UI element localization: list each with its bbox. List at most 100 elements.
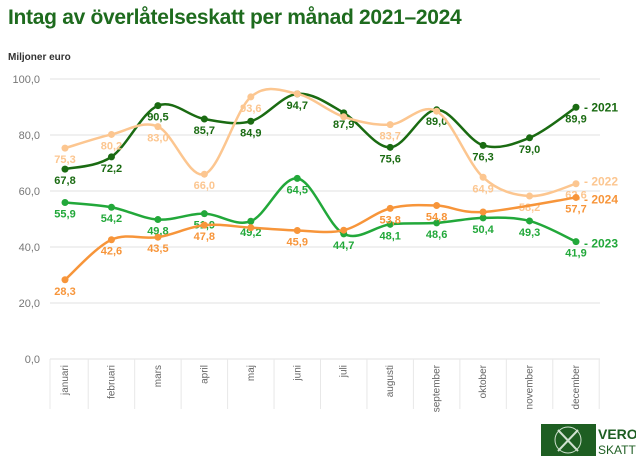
data-point-2021 bbox=[247, 117, 255, 125]
data-label-2021: 76,3 bbox=[472, 151, 493, 163]
data-point-2023 bbox=[572, 238, 580, 246]
y-tick-label: 20,0 bbox=[19, 298, 40, 310]
data-point-2024 bbox=[61, 276, 69, 284]
data-point-2023 bbox=[200, 210, 208, 218]
data-point-2023 bbox=[386, 220, 394, 228]
data-point-2022 bbox=[340, 113, 348, 121]
data-label-2021: 89,9 bbox=[565, 113, 586, 125]
chart-title: Intag av överlåtelseskatt per månad 2021… bbox=[8, 6, 462, 29]
data-point-2021 bbox=[526, 134, 534, 142]
data-label-2022: 83,7 bbox=[379, 131, 400, 143]
y-tick-label: 0,0 bbox=[25, 354, 40, 366]
x-tick-label: november bbox=[525, 364, 536, 409]
data-label-2024: 43,5 bbox=[147, 243, 168, 255]
x-tick-label: februari bbox=[106, 365, 117, 399]
data-point-2023 bbox=[61, 198, 69, 206]
series-end-label-2024: - 2024 bbox=[584, 192, 618, 206]
data-label-2023: 44,7 bbox=[333, 240, 354, 252]
data-point-2023 bbox=[433, 219, 441, 227]
x-tick-label: december bbox=[571, 364, 582, 409]
data-label-2023: 49,2 bbox=[240, 227, 261, 239]
data-point-2023 bbox=[107, 203, 115, 211]
data-label-2024: 54,8 bbox=[426, 212, 447, 224]
data-label-2024: 42,6 bbox=[101, 246, 122, 258]
data-point-2021 bbox=[154, 102, 162, 110]
svg-text:SKATT: SKATT bbox=[598, 443, 636, 456]
y-tick-label: 100,0 bbox=[12, 74, 40, 86]
data-point-2022 bbox=[107, 130, 115, 138]
data-point-2024 bbox=[433, 202, 441, 210]
data-point-2022 bbox=[61, 144, 69, 152]
data-point-2023 bbox=[479, 214, 487, 222]
data-point-2021 bbox=[479, 141, 487, 149]
data-point-2021 bbox=[200, 115, 208, 123]
data-point-2024 bbox=[154, 233, 162, 241]
data-label-2023: 54,2 bbox=[101, 213, 122, 225]
data-label-2023: 49,3 bbox=[519, 227, 540, 239]
data-point-2022 bbox=[572, 180, 580, 188]
series-line-2022 bbox=[64, 87, 577, 198]
data-point-2022 bbox=[433, 107, 441, 115]
data-label-2021: 72,2 bbox=[101, 163, 122, 175]
data-label-2024: 57,7 bbox=[565, 203, 586, 215]
data-point-2022 bbox=[247, 93, 255, 101]
y-tick-label: 80,0 bbox=[19, 130, 40, 142]
data-label-2023: 48,1 bbox=[379, 230, 400, 242]
data-label-2022: 64,9 bbox=[472, 183, 493, 195]
data-point-2024 bbox=[200, 221, 208, 229]
data-point-2024 bbox=[479, 208, 487, 216]
x-tick-label: september bbox=[432, 364, 443, 412]
data-label-2021: 75,6 bbox=[379, 153, 400, 165]
data-label-2022: 93,6 bbox=[240, 103, 261, 115]
data-label-2022: 66,0 bbox=[194, 180, 215, 192]
data-point-2023 bbox=[526, 217, 534, 225]
data-label-2024: 28,3 bbox=[54, 286, 75, 298]
x-tick-label: juli bbox=[339, 365, 350, 378]
data-point-2022 bbox=[526, 192, 534, 200]
series-line-2024 bbox=[64, 196, 577, 281]
data-label-2023: 49,8 bbox=[147, 226, 168, 238]
data-point-2024 bbox=[107, 236, 115, 244]
x-tick-label: mars bbox=[153, 365, 164, 387]
data-point-2023 bbox=[154, 216, 162, 224]
data-point-2022 bbox=[200, 170, 208, 178]
data-label-2021: 79,0 bbox=[519, 144, 540, 156]
data-label-2024: 45,9 bbox=[287, 236, 308, 248]
data-label-2023: 41,9 bbox=[565, 248, 586, 260]
data-label-2021: 89,0 bbox=[426, 116, 447, 128]
data-label-2022: 80,2 bbox=[101, 140, 122, 152]
y-tick-label: 40,0 bbox=[19, 242, 40, 254]
data-label-2021: 67,8 bbox=[54, 175, 75, 187]
data-label-2023: 48,6 bbox=[426, 229, 447, 241]
series-end-label-2022: - 2022 bbox=[584, 175, 618, 189]
data-point-2024 bbox=[247, 224, 255, 232]
x-tick-label: juni bbox=[292, 365, 303, 382]
data-point-2022 bbox=[479, 173, 487, 181]
vero-skatt-logo: VERO SKATT bbox=[541, 424, 636, 456]
data-point-2021 bbox=[107, 153, 115, 161]
y-axis-label: Miljoner euro bbox=[8, 52, 71, 63]
y-tick-label: 60,0 bbox=[19, 186, 40, 198]
data-point-2021 bbox=[386, 143, 394, 151]
data-point-2022 bbox=[293, 90, 301, 98]
data-label-2023: 55,9 bbox=[54, 208, 75, 220]
data-label-2024: 53,8 bbox=[379, 214, 400, 226]
data-label-2022: 75,3 bbox=[54, 154, 75, 166]
data-point-2024 bbox=[340, 226, 348, 234]
data-label-2024: 47,8 bbox=[194, 231, 215, 243]
x-tick-label: augusti bbox=[385, 365, 396, 397]
data-label-2021: 90,5 bbox=[147, 112, 168, 124]
data-point-2023 bbox=[293, 174, 301, 182]
data-label-2023: 50,4 bbox=[472, 224, 494, 236]
x-tick-label: april bbox=[199, 365, 210, 384]
data-label-2021: 94,7 bbox=[287, 100, 308, 112]
svg-text:VERO: VERO bbox=[598, 426, 636, 442]
data-point-2024 bbox=[572, 193, 580, 201]
series-end-label-2023: - 2023 bbox=[584, 237, 618, 251]
data-point-2023 bbox=[247, 217, 255, 225]
x-tick-label: januari bbox=[60, 365, 71, 396]
data-point-2022 bbox=[154, 123, 162, 131]
data-label-2021: 87,9 bbox=[333, 119, 354, 131]
x-tick-label: maj bbox=[246, 365, 257, 381]
